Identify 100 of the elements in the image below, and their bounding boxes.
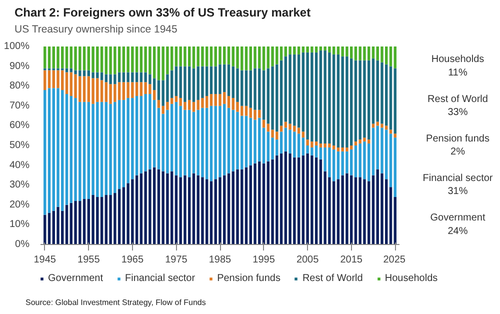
- bar: [56, 88, 60, 207]
- bar: [350, 175, 353, 244]
- bar: [48, 212, 51, 244]
- bar: [262, 46, 266, 70]
- bar: [389, 46, 392, 66]
- bar: [350, 146, 353, 150]
- bar: [297, 128, 300, 134]
- bar: [354, 60, 358, 142]
- bar: [297, 46, 300, 54]
- bar: [244, 46, 248, 70]
- bar: [122, 72, 126, 82]
- bar: [389, 134, 392, 188]
- bar: [104, 74, 108, 82]
- x-tick-label: 2025: [383, 254, 406, 266]
- bar: [188, 46, 191, 66]
- x-tick-label: 2005: [296, 254, 320, 266]
- bar: [100, 196, 104, 244]
- bar: [249, 108, 252, 118]
- bar: [188, 110, 191, 178]
- bar: [122, 82, 126, 100]
- bar: [266, 46, 270, 68]
- bar: [118, 100, 121, 190]
- text: Households 11%: [431, 54, 484, 78]
- bar: [380, 62, 384, 124]
- bar: [104, 82, 108, 102]
- bar: [249, 118, 252, 166]
- bar: [174, 175, 178, 244]
- bar: [135, 46, 138, 72]
- bar: [227, 46, 230, 64]
- bar: [244, 116, 248, 168]
- bar: [188, 100, 191, 110]
- bar: [188, 177, 191, 244]
- bar: [249, 165, 252, 244]
- bar: [210, 94, 213, 106]
- bar: [314, 157, 318, 244]
- x-tick-label: 1955: [78, 254, 100, 266]
- bar: [188, 66, 191, 100]
- bar: [350, 149, 353, 176]
- bar: [174, 102, 178, 176]
- bar: [118, 72, 121, 82]
- bar: [192, 46, 196, 68]
- bar: [302, 46, 305, 52]
- bar: [380, 124, 384, 128]
- bar: [118, 46, 121, 72]
- text: Pension funds 2%: [426, 133, 490, 158]
- bar: [218, 64, 222, 94]
- bar: [201, 108, 204, 178]
- source-note: Source: Global Investment Strategy, Flow of Funds: [26, 298, 206, 307]
- bar: [367, 140, 370, 144]
- legend-label: Rest of World: [302, 273, 363, 284]
- bar: [48, 88, 51, 213]
- bar: [367, 181, 370, 244]
- bar: [372, 46, 375, 58]
- bar: [249, 70, 252, 108]
- bar: [302, 138, 305, 156]
- bar: [174, 46, 178, 66]
- bar: [174, 96, 178, 102]
- bar: [70, 96, 73, 203]
- bar: [104, 46, 108, 74]
- y-tick-label: 30%: [9, 180, 30, 191]
- bar: [82, 198, 86, 244]
- bar: [244, 70, 248, 106]
- y-tick-label: 10%: [9, 219, 30, 230]
- legend-label: Pension funds: [217, 273, 280, 284]
- y-tick-label: 50%: [9, 140, 30, 151]
- bar: [297, 54, 300, 128]
- bar: [140, 46, 143, 72]
- bar: [65, 46, 68, 68]
- bar: [394, 46, 396, 68]
- bar: [100, 72, 104, 80]
- bar: [354, 46, 358, 60]
- bar: [122, 46, 126, 72]
- y-tick-label: 0%: [15, 239, 30, 250]
- bar: [354, 177, 358, 244]
- bar: [354, 146, 358, 178]
- bar: [227, 108, 230, 174]
- bar: [332, 181, 336, 244]
- legend-label: Households: [384, 273, 438, 284]
- bar: [249, 46, 252, 70]
- bar: [104, 102, 108, 195]
- bar: [118, 189, 121, 244]
- chart-title: Chart 2: Foreigners own 33% of US Treasury market: [14, 5, 311, 20]
- bar: [284, 128, 288, 152]
- bar: [284, 151, 288, 244]
- bar: [65, 72, 68, 94]
- x-tick-label: 1945: [34, 254, 56, 266]
- bar: [336, 54, 340, 148]
- bar: [218, 94, 222, 106]
- bar: [372, 124, 375, 128]
- bar: [314, 142, 318, 146]
- bar: [389, 130, 392, 134]
- bar: [227, 173, 230, 244]
- bar: [372, 58, 375, 124]
- bar: [192, 102, 196, 112]
- bar: [70, 202, 73, 244]
- bar: [332, 54, 336, 146]
- bar: [332, 146, 336, 150]
- bar: [262, 70, 266, 120]
- bar: [336, 147, 340, 152]
- bar: [170, 171, 174, 244]
